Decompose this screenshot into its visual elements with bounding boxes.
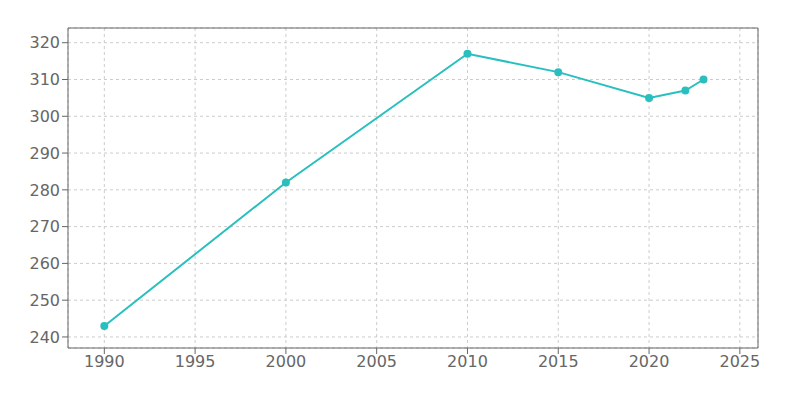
svg-text:300: 300 [29, 107, 60, 126]
svg-text:260: 260 [29, 254, 60, 273]
svg-text:280: 280 [29, 181, 60, 200]
svg-text:270: 270 [29, 217, 60, 236]
svg-text:240: 240 [29, 328, 60, 347]
svg-text:2005: 2005 [356, 352, 397, 371]
svg-text:290: 290 [29, 144, 60, 163]
svg-text:2020: 2020 [629, 352, 670, 371]
svg-text:1990: 1990 [84, 352, 125, 371]
svg-text:2025: 2025 [719, 352, 760, 371]
svg-text:320: 320 [29, 33, 60, 52]
svg-text:2015: 2015 [538, 352, 579, 371]
svg-text:2010: 2010 [447, 352, 488, 371]
svg-text:250: 250 [29, 291, 60, 310]
svg-text:310: 310 [29, 70, 60, 89]
svg-text:1995: 1995 [175, 352, 216, 371]
svg-text:2000: 2000 [266, 352, 307, 371]
